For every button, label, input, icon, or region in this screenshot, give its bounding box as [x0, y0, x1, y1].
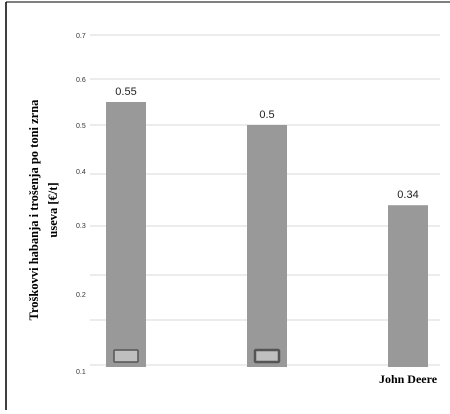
bar: [106, 102, 146, 367]
y-tick-label: 0.4: [76, 169, 86, 176]
data-label: 0.5: [259, 109, 274, 121]
y-tick-labels: 0.1 0.2 0.3 0.4 0.5 0.6 0.7: [76, 33, 86, 376]
y-axis-title-line-1: Troškovvi habanja i trošenja po toni zrn…: [27, 99, 41, 321]
data-labels: 0.55 0.5 0.34: [115, 86, 418, 201]
y-tick-label: 0.1: [76, 369, 86, 376]
data-label: 0.34: [397, 189, 418, 201]
y-tick-label: 0.6: [76, 77, 86, 84]
bar-marker: [113, 349, 139, 363]
y-tick-label: 0.2: [76, 292, 86, 299]
y-axis-title-line-2: useva [€/t]: [46, 182, 60, 237]
bar-marker: [253, 348, 281, 364]
x-category-label: John Deere: [379, 372, 438, 386]
chart-frame: [5, 1, 450, 410]
x-category-labels: John Deere: [379, 372, 438, 386]
data-label: 0.55: [115, 86, 136, 98]
bar: [247, 125, 287, 367]
bars: [106, 102, 428, 367]
y-tick-label: 0.5: [76, 123, 86, 130]
y-tick-label: 0.3: [76, 223, 86, 230]
bar: [388, 205, 428, 367]
y-tick-label: 0.7: [76, 33, 86, 40]
